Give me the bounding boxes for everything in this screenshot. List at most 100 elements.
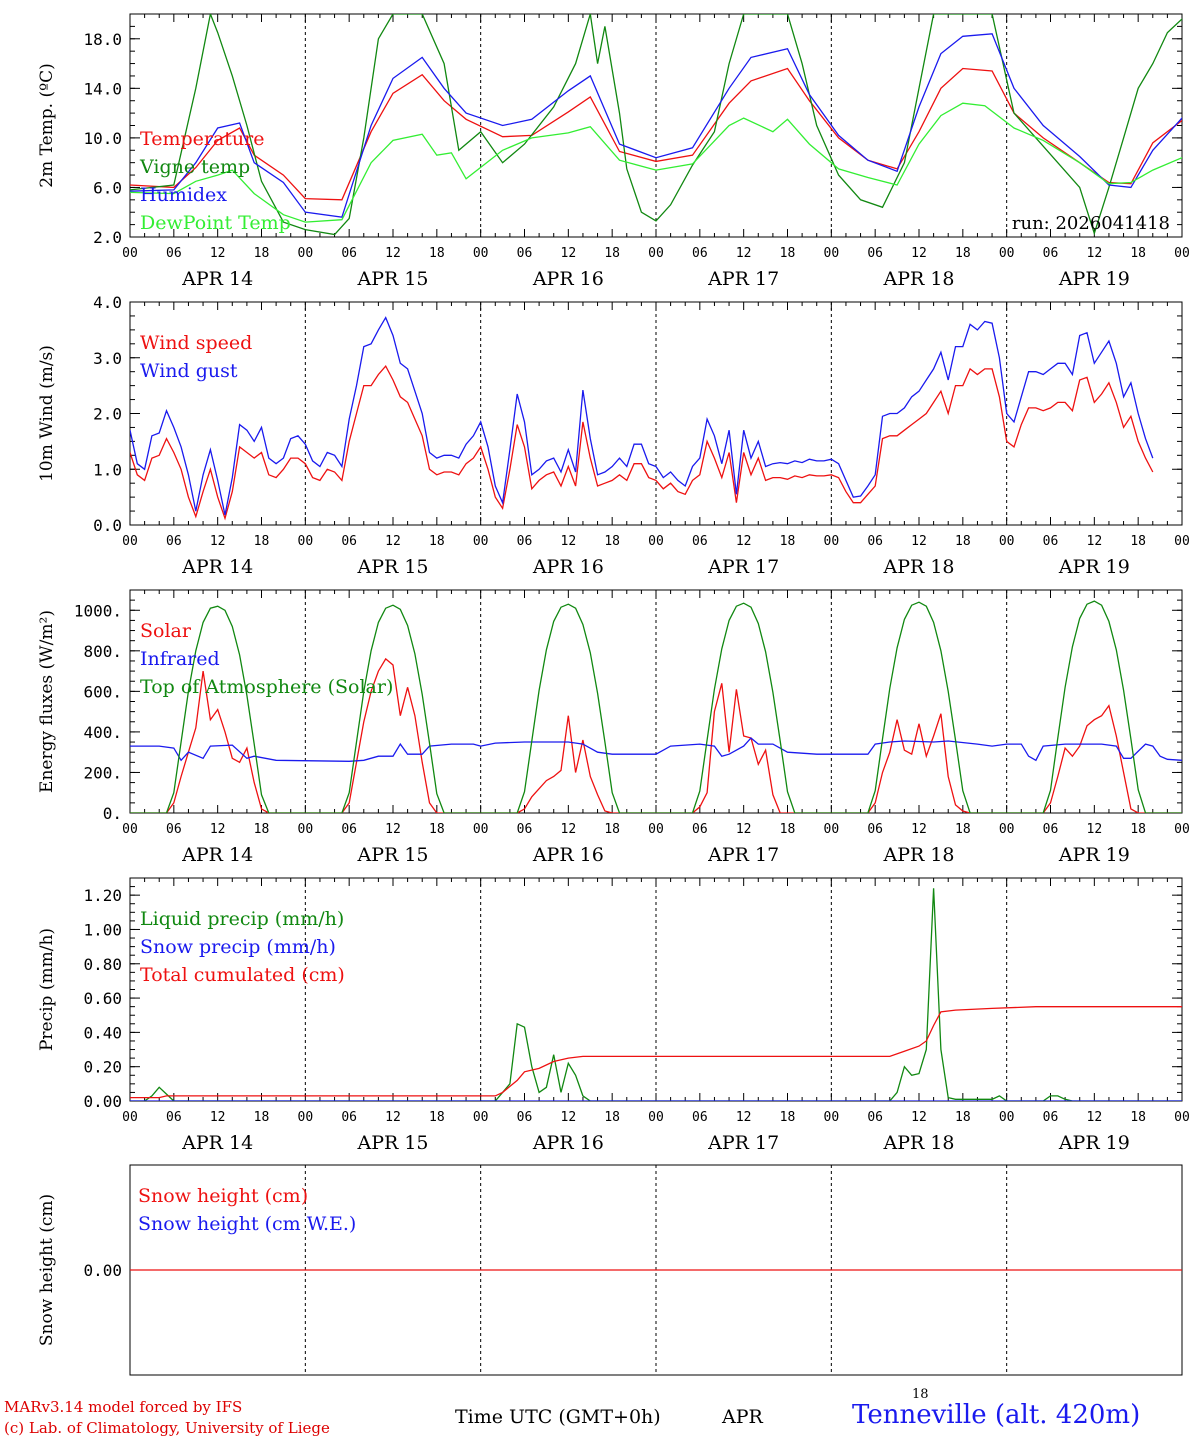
x-tick-label: 06: [1043, 1110, 1059, 1125]
x-tick-label: 06: [341, 246, 357, 261]
x-axis-label: Time UTC (GMT+0h): [455, 1406, 661, 1428]
x-tick-label: 06: [692, 822, 708, 837]
x-tick-label: 00: [473, 822, 489, 837]
x-tick-label: 12: [911, 534, 927, 549]
credit-line-2: (c) Lab. of Climatology, University of L…: [4, 1419, 330, 1437]
day-label: APR 19: [1058, 268, 1130, 290]
y-tick-label: 0.60: [83, 989, 122, 1008]
legend-entry: Liquid precip (mm/h): [140, 908, 344, 930]
x-tick-label: 00: [1174, 246, 1190, 261]
day-label: APR 14: [181, 268, 253, 290]
series-line: [130, 657, 1182, 813]
y-axis-label: Snow height (cm): [37, 1194, 57, 1346]
x-tick-label: 18: [429, 534, 445, 549]
series-line: [130, 737, 1182, 762]
legend-entry: Snow precip (mm/h): [140, 936, 336, 958]
x-tick-label: 18: [955, 246, 971, 261]
y-tick-label: 3.0: [93, 349, 122, 368]
x-tick-label: 12: [911, 1110, 927, 1125]
y-tick-label: 0.20: [83, 1058, 122, 1077]
run-annotation: run: 2026041418: [1012, 213, 1170, 234]
legend-entry: Humidex: [140, 184, 227, 206]
y-tick-label: 0.00: [83, 1092, 122, 1111]
day-label: APR 18: [882, 556, 954, 578]
x-tick-label: 18: [780, 534, 796, 549]
y-tick-label: 0.40: [83, 1023, 122, 1042]
x-tick-label: 18: [955, 822, 971, 837]
day-label: APR 18: [882, 1132, 954, 1154]
x-tick-label: 18: [254, 1110, 270, 1125]
series-line: [130, 67, 1182, 201]
day-label: APR 15: [356, 268, 428, 290]
x-tick-label: 12: [385, 534, 401, 549]
x-tick-label: 12: [1087, 822, 1103, 837]
x-tick-label: 12: [210, 534, 226, 549]
x-tick-label: 12: [561, 822, 577, 837]
x-tick-label: 06: [692, 534, 708, 549]
y-tick-label: 2.0: [93, 405, 122, 424]
y-tick-label: 1.0: [93, 460, 122, 479]
x-tick-label: 00: [1174, 1110, 1190, 1125]
x-tick-label: 18: [1130, 822, 1146, 837]
x-tick-label: 00: [824, 822, 840, 837]
x-tick-label: 00: [122, 246, 138, 261]
x-tick-label: 06: [166, 822, 182, 837]
x-tick-label: 18: [604, 822, 620, 837]
day-label: APR 19: [1058, 556, 1130, 578]
x-tick-label: 00: [122, 822, 138, 837]
y-tick-label: 400.: [83, 723, 122, 742]
x-tick-label: 06: [867, 822, 883, 837]
series-line: [130, 33, 1182, 218]
x-tick-label: 00: [122, 1110, 138, 1125]
x-tick-label: 12: [210, 246, 226, 261]
y-tick-label: 1.20: [83, 886, 122, 905]
x-tick-label: 00: [473, 246, 489, 261]
x-tick-label: 18: [429, 1110, 445, 1125]
x-tick-label: 18: [604, 534, 620, 549]
day-label: APR 17: [707, 844, 779, 866]
x-tick-label: 12: [210, 822, 226, 837]
x-tick-label: 00: [298, 246, 314, 261]
x-tick-label: 18: [254, 246, 270, 261]
station-name: Tenneville (alt. 420m): [852, 1400, 1141, 1430]
legend-entry: Wind speed: [140, 332, 252, 354]
x-tick-label: 00: [298, 1110, 314, 1125]
x-tick-label: 18: [780, 246, 796, 261]
x-tick-label: 06: [166, 246, 182, 261]
y-axis-label: 10m Wind (m/s): [37, 345, 57, 482]
x-tick-label: 18: [254, 822, 270, 837]
legend-entry: Snow height (cm W.E.): [138, 1213, 356, 1235]
day-label: APR 17: [707, 268, 779, 290]
center-day-label: 18: [912, 1387, 929, 1402]
x-tick-label: 00: [473, 534, 489, 549]
x-tick-label: 06: [517, 1110, 533, 1125]
x-tick-label: 18: [955, 1110, 971, 1125]
x-tick-label: 00: [648, 246, 664, 261]
x-tick-label: 06: [517, 246, 533, 261]
series-line: [130, 364, 1154, 521]
x-tick-label: 12: [1087, 246, 1103, 261]
x-tick-label: 06: [517, 534, 533, 549]
x-tick-label: 00: [648, 534, 664, 549]
x-tick-label: 00: [648, 822, 664, 837]
x-tick-label: 00: [999, 534, 1015, 549]
legend-entry: Top of Atmosphere (Solar): [140, 676, 393, 698]
x-tick-label: 12: [1087, 534, 1103, 549]
y-tick-label: 4.0: [93, 293, 122, 312]
x-tick-label: 12: [385, 822, 401, 837]
y-tick-label: 0.: [103, 804, 122, 823]
x-tick-label: 06: [341, 1110, 357, 1125]
x-tick-label: 06: [692, 246, 708, 261]
x-tick-label: 00: [999, 1110, 1015, 1125]
x-tick-label: 06: [867, 534, 883, 549]
day-label: APR 19: [1058, 1132, 1130, 1154]
x-tick-label: 18: [429, 822, 445, 837]
x-tick-label: 06: [341, 822, 357, 837]
series-line: [130, 14, 1182, 236]
x-tick-label: 18: [780, 1110, 796, 1125]
x-tick-label: 06: [517, 822, 533, 837]
day-label: APR 18: [882, 844, 954, 866]
y-tick-label: 10.0: [83, 129, 122, 148]
legend-entry: Solar: [140, 620, 192, 642]
series-line: [130, 888, 1182, 1101]
